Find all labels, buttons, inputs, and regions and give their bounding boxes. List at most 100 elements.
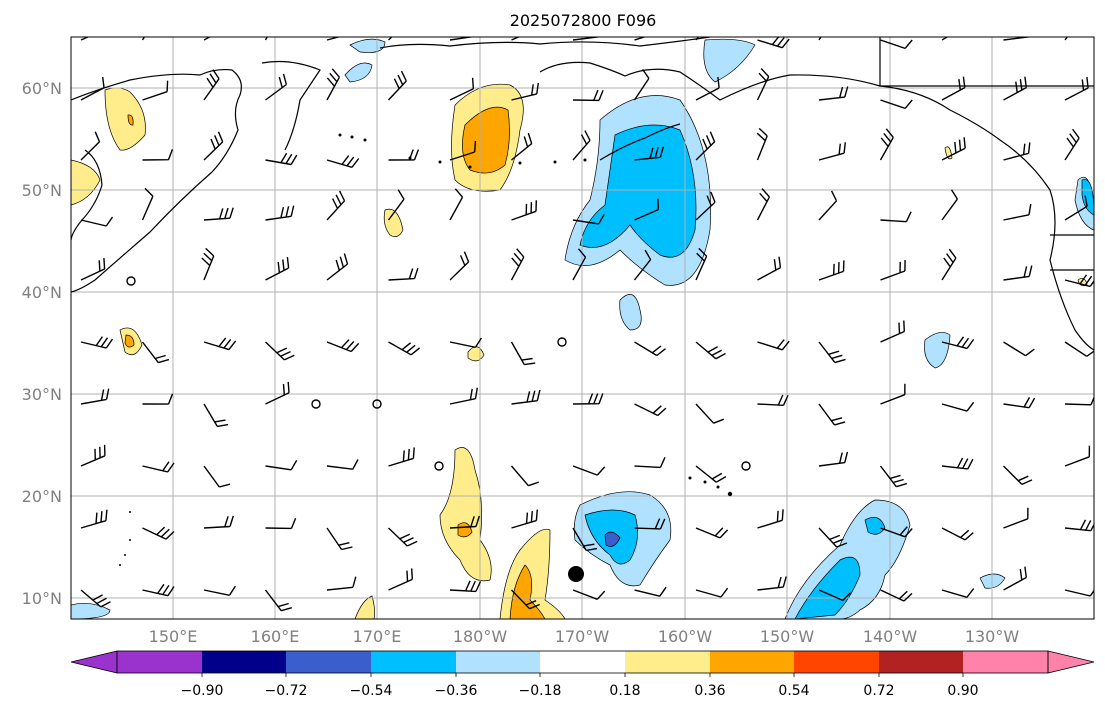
wind-barbs xyxy=(80,37,1094,612)
wind-barb xyxy=(449,387,478,405)
wind-barb xyxy=(1003,341,1035,357)
coastline-japan xyxy=(71,149,103,241)
map-title: 2025072800 F096 xyxy=(510,11,657,30)
wind-barb xyxy=(80,131,101,161)
lon-label: 150°W xyxy=(760,627,815,646)
wind-barb xyxy=(1064,589,1094,597)
wind-barb xyxy=(326,190,346,221)
shade-negative-mid xyxy=(794,556,861,619)
wind-barb xyxy=(880,526,913,538)
wind-barb xyxy=(818,86,849,101)
wind-barb xyxy=(572,589,606,600)
wind-barb xyxy=(818,451,849,467)
wind-barb xyxy=(142,393,174,405)
wind-barb xyxy=(388,267,419,281)
wind-barb xyxy=(1003,465,1033,486)
wind-barb xyxy=(695,191,716,221)
wind-barb xyxy=(141,37,146,41)
wind-barb xyxy=(510,465,540,487)
wind-barb xyxy=(880,39,913,50)
shade-negative-light xyxy=(619,294,642,331)
shade-positive-light xyxy=(104,87,146,151)
colorbar-segment xyxy=(456,651,540,673)
lat-label: 50°N xyxy=(22,181,62,200)
wind-barb xyxy=(201,247,215,281)
wind-barb xyxy=(203,207,234,221)
wind-barb xyxy=(449,251,470,281)
shade-positive-light xyxy=(71,159,101,206)
wind-barb xyxy=(880,259,906,281)
wind-barb xyxy=(818,260,845,281)
wind-barb xyxy=(695,587,729,598)
colorbar-segment xyxy=(117,651,202,673)
lon-label: 180°W xyxy=(453,627,508,646)
wind-barb xyxy=(757,339,790,351)
wind-barb xyxy=(510,589,540,610)
wind-barb xyxy=(142,80,169,101)
wind-barb xyxy=(756,68,770,101)
wind-barb xyxy=(511,509,538,529)
wind-barb xyxy=(510,248,525,281)
shade-positive-mid xyxy=(462,106,510,174)
wind-barb xyxy=(757,37,790,49)
shade-negative-mid xyxy=(864,517,886,535)
wind-barb xyxy=(695,77,720,101)
wind-barb xyxy=(511,37,521,41)
wind-barb xyxy=(695,247,708,281)
wind-barb xyxy=(941,401,975,412)
wind-barb xyxy=(880,211,912,223)
wind-barb xyxy=(510,341,536,366)
wind-barb xyxy=(326,527,353,551)
wind-barb xyxy=(264,37,268,41)
lon-label: 150°E xyxy=(149,627,198,646)
wind-barb xyxy=(388,149,420,161)
wind-barb xyxy=(756,127,768,161)
colorbar-segment xyxy=(286,651,371,673)
wind-barb xyxy=(80,336,114,349)
wind-barb xyxy=(695,341,726,360)
wind-barb xyxy=(80,76,105,101)
wind-barb xyxy=(387,189,405,221)
wind-barb xyxy=(633,249,652,281)
wind-barb xyxy=(941,76,966,101)
wind-barb xyxy=(142,149,174,161)
lon-label: 130°W xyxy=(965,627,1020,646)
wind-barb xyxy=(142,461,175,473)
wind-barb xyxy=(203,465,231,488)
wind-barb xyxy=(1003,76,1027,101)
wind-barb xyxy=(1064,77,1089,101)
colorbar-extend-low xyxy=(70,650,118,674)
wind-barb xyxy=(818,341,846,364)
shade-positive-mid xyxy=(127,114,134,126)
wind-barb xyxy=(941,588,975,598)
colorbar-segment xyxy=(710,651,794,673)
wind-barb xyxy=(265,341,295,361)
wind-barb xyxy=(1064,395,1094,406)
wind-barb xyxy=(142,526,175,540)
wind-barb xyxy=(203,403,229,428)
colorbar-tick-label: 0.36 xyxy=(694,683,725,699)
wind-barb xyxy=(265,459,298,471)
wind-barb xyxy=(80,589,111,608)
wind-barb xyxy=(572,213,605,225)
wind-barb xyxy=(265,73,288,101)
wind-barb xyxy=(326,459,359,470)
wind-barb xyxy=(449,515,480,529)
wind-barb xyxy=(818,142,846,161)
wind-barb xyxy=(695,527,729,539)
wind-barb xyxy=(80,444,106,467)
wind-barb xyxy=(572,89,604,102)
wind-barb xyxy=(265,152,298,166)
lon-label: 160°E xyxy=(251,627,300,646)
wind-barb xyxy=(511,82,539,101)
wind-barb xyxy=(818,37,822,41)
wind-barb xyxy=(449,77,475,101)
wind-barb xyxy=(634,403,667,417)
wind-barb xyxy=(879,128,894,161)
wind-barb xyxy=(756,188,771,221)
wind-barb xyxy=(1064,37,1069,41)
colorbar-tick-label: 0.54 xyxy=(778,683,809,699)
wind-barb xyxy=(1064,128,1080,161)
wind-barb xyxy=(326,253,349,281)
